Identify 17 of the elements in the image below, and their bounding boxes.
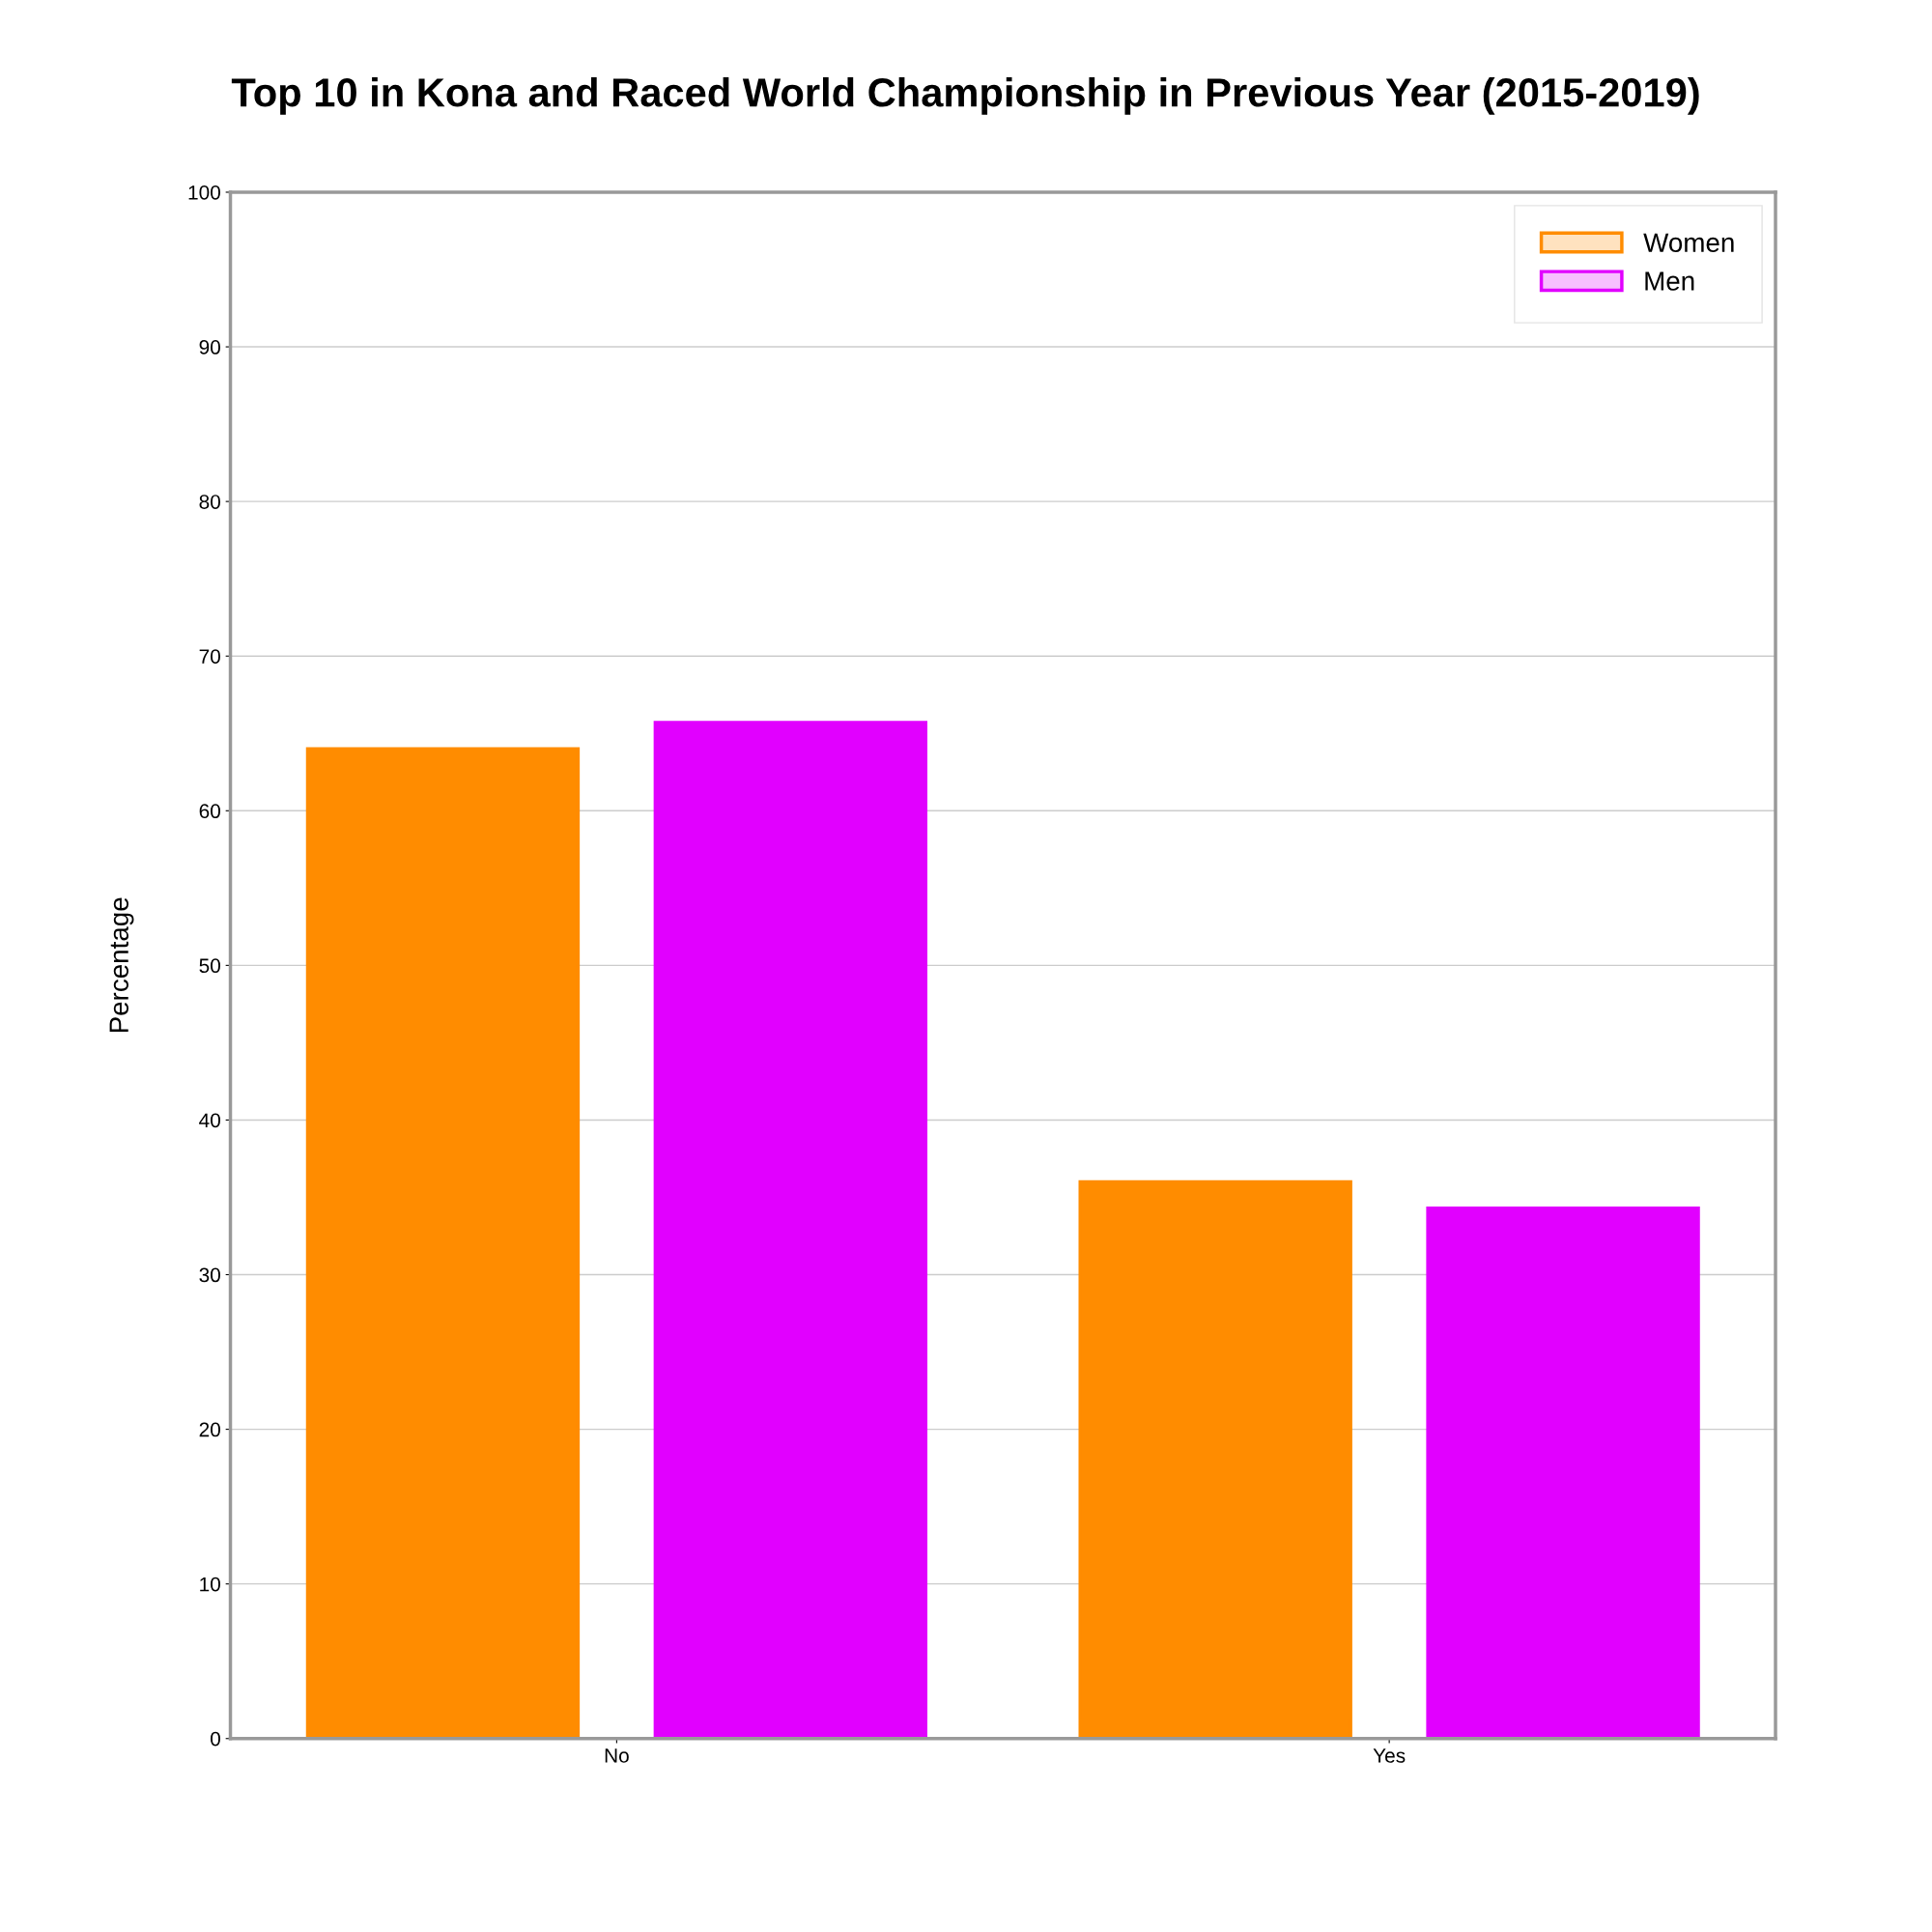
x-tick-label: Yes: [1373, 1748, 1406, 1763]
y-tick-label: 50: [199, 958, 220, 974]
y-tick-label: 100: [188, 185, 220, 200]
y-tick-label: 0: [211, 1731, 220, 1747]
y-tick-label: 40: [199, 1113, 220, 1128]
legend-label: Men: [1645, 271, 1694, 291]
y-tick-label: 60: [199, 804, 220, 819]
y-tick-label: 80: [199, 495, 220, 509]
y-axis-title: Percentage: [109, 897, 134, 1033]
y-tick-label: 70: [199, 649, 220, 664]
y-tick-label: 30: [199, 1267, 220, 1283]
y-tick-label: 90: [199, 340, 220, 355]
y-tick-label: 10: [200, 1577, 220, 1592]
legend-label: Women: [1643, 233, 1734, 253]
y-tick-label: 20: [199, 1422, 220, 1437]
chart-title: Top 10 in Kona and Raced World Championship in Previous Year (2015-2019): [231, 77, 1699, 115]
x-tick-label: No: [605, 1748, 629, 1763]
